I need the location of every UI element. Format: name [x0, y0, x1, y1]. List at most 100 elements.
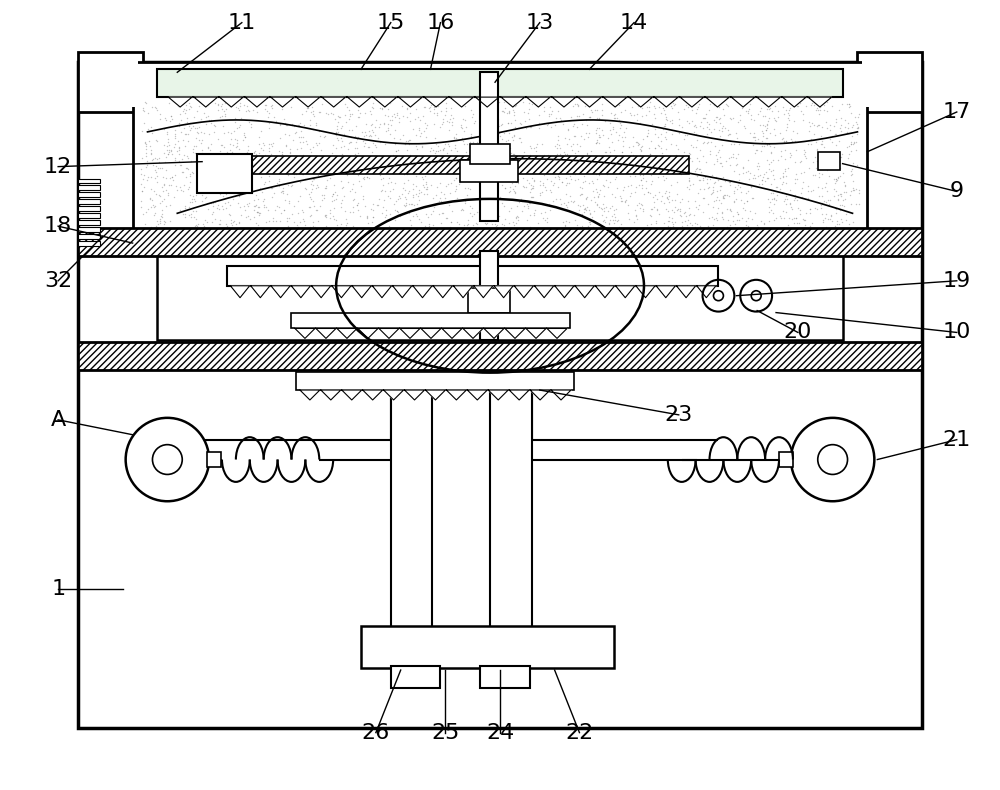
Point: [846, 137, 862, 149]
Point: [744, 191, 760, 204]
Point: [638, 175, 654, 187]
Point: [804, 217, 820, 230]
Point: [783, 132, 799, 145]
Point: [148, 166, 164, 179]
Point: [717, 175, 733, 188]
Point: [772, 209, 788, 222]
Point: [396, 167, 412, 180]
Point: [137, 137, 153, 149]
Point: [650, 171, 666, 184]
Polygon shape: [547, 329, 567, 338]
Point: [685, 141, 701, 153]
Point: [505, 216, 521, 228]
Point: [606, 208, 622, 220]
Point: [784, 213, 800, 225]
Point: [775, 170, 791, 182]
Point: [155, 185, 171, 198]
Point: [516, 162, 532, 175]
Point: [822, 157, 838, 170]
Point: [602, 222, 618, 235]
Point: [793, 155, 809, 167]
Point: [780, 162, 796, 175]
Point: [367, 164, 383, 177]
Polygon shape: [425, 390, 445, 400]
Point: [706, 177, 722, 190]
Bar: [202, 156, 689, 174]
Point: [548, 194, 564, 206]
Point: [240, 171, 256, 183]
Point: [243, 171, 259, 183]
Point: [217, 109, 233, 122]
Point: [640, 124, 656, 137]
Point: [643, 209, 659, 222]
Point: [814, 182, 830, 194]
Point: [572, 181, 588, 194]
Point: [309, 159, 325, 171]
Point: [819, 222, 835, 235]
Point: [276, 204, 292, 216]
Point: [317, 158, 333, 171]
Point: [417, 116, 433, 129]
Point: [490, 137, 506, 149]
Point: [712, 179, 728, 192]
Point: [231, 190, 247, 202]
Point: [359, 213, 375, 225]
Point: [222, 137, 238, 150]
Point: [837, 179, 853, 192]
Point: [396, 176, 412, 189]
Point: [280, 179, 296, 191]
Point: [416, 188, 432, 201]
Point: [844, 163, 860, 175]
Point: [140, 122, 156, 135]
Point: [273, 207, 289, 220]
Point: [368, 114, 384, 126]
Point: [620, 162, 636, 175]
Point: [240, 144, 256, 156]
Point: [341, 124, 357, 137]
Point: [633, 156, 649, 168]
Point: [282, 145, 298, 158]
Point: [763, 178, 779, 190]
Point: [463, 130, 479, 142]
Point: [420, 165, 436, 178]
Point: [823, 209, 839, 222]
Polygon shape: [347, 97, 371, 107]
Point: [402, 107, 418, 119]
Point: [405, 122, 421, 135]
Point: [688, 107, 704, 119]
Point: [564, 145, 580, 157]
Point: [214, 149, 230, 162]
Point: [658, 134, 674, 146]
Point: [647, 101, 663, 114]
Point: [513, 136, 529, 149]
Point: [318, 180, 334, 193]
Point: [191, 134, 207, 146]
Point: [518, 160, 534, 173]
Point: [706, 122, 722, 135]
Point: [225, 216, 241, 228]
Point: [413, 216, 429, 228]
Point: [357, 137, 373, 149]
Point: [335, 181, 351, 194]
Point: [699, 173, 715, 186]
Point: [264, 182, 280, 194]
Point: [398, 194, 414, 206]
Point: [710, 174, 726, 186]
Point: [838, 208, 854, 220]
Point: [833, 118, 849, 131]
Point: [184, 166, 200, 179]
Point: [525, 190, 541, 203]
Point: [398, 198, 414, 211]
Polygon shape: [400, 329, 420, 338]
Point: [632, 117, 648, 130]
Point: [684, 99, 700, 111]
Point: [214, 109, 230, 122]
Point: [833, 188, 849, 201]
Point: [181, 119, 197, 132]
Point: [448, 171, 464, 184]
Point: [176, 122, 192, 134]
Point: [355, 134, 371, 147]
Point: [208, 169, 224, 182]
Point: [416, 180, 432, 193]
Point: [647, 123, 663, 136]
